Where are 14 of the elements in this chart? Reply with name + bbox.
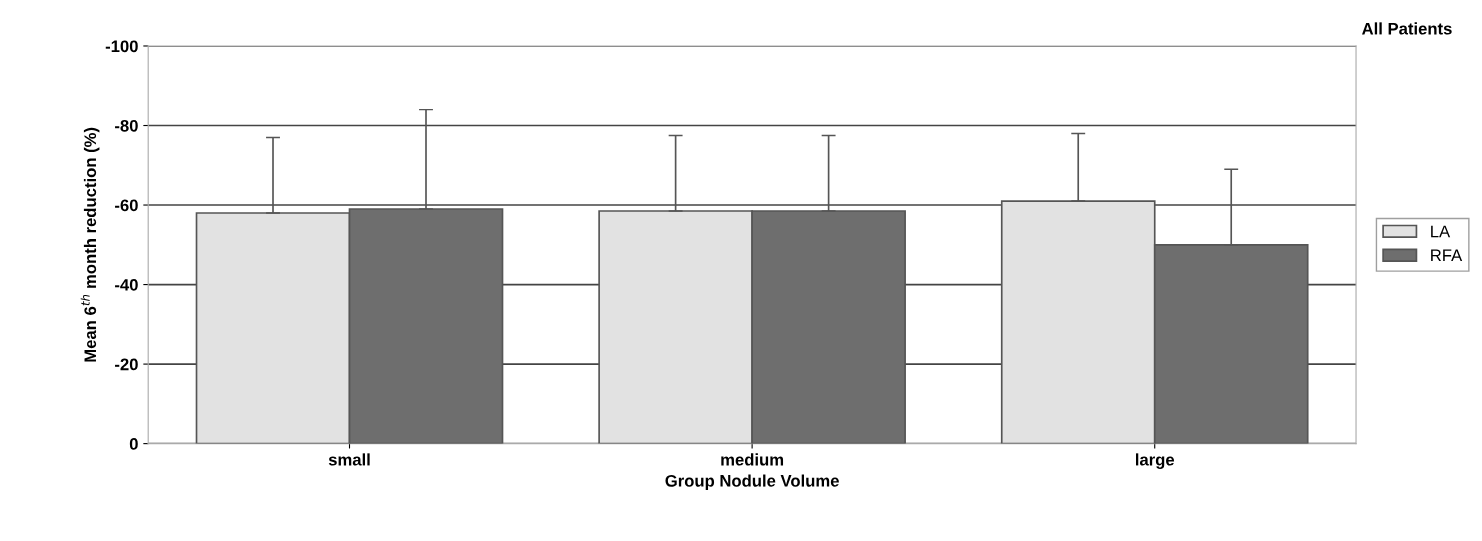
- y-tick-label: 0: [129, 438, 138, 450]
- y-tick-label: -80: [115, 119, 138, 132]
- x-tick-label: small: [328, 453, 370, 466]
- y-tick-label: -40: [115, 278, 138, 291]
- y-tick-label: -20: [115, 358, 138, 371]
- y-axis-title: Mean 6$^{th}$ month reduction (%): [80, 127, 100, 362]
- y-tick-label: -60: [115, 199, 138, 212]
- legend-label: RFA: [1431, 249, 1463, 262]
- legend-label: LA: [1431, 225, 1451, 238]
- text: All Patients: [1362, 22, 1452, 35]
- x-tick-label: large: [1135, 453, 1175, 469]
- x-axis-title: Group Nodule Volume: [665, 474, 839, 491]
- y-tick-label: -100: [105, 40, 138, 53]
- x-tick-label: medium: [721, 453, 784, 466]
